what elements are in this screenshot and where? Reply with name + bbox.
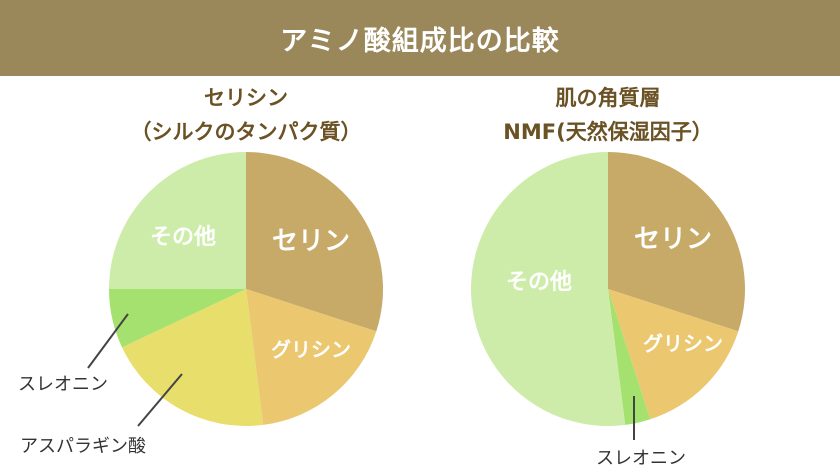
chart-2-label-threonine: スレオニン — [596, 448, 686, 469]
chart-2-title-line-2: NMF(天然保湿因子） — [503, 120, 713, 144]
chart-1-label-threonine: スレオニン — [18, 374, 108, 395]
chart-1-slice-4 — [109, 152, 246, 289]
chart-2-title-line-1: 肌の角質層 — [555, 86, 661, 110]
chart-1-slice-label-1: グリシン — [271, 338, 351, 362]
chart-1-title-line-1: セリシン — [204, 86, 288, 110]
chart-2-slice-1 — [608, 289, 739, 420]
chart-1-slice-0 — [246, 152, 383, 332]
chart-1-slice-label-4: その他 — [150, 225, 216, 250]
chart-1-slice-3 — [109, 289, 246, 348]
chart-2-slice-0 — [608, 152, 745, 332]
chart-1-title: セリシン （シルクのタンパク質） — [66, 81, 426, 149]
chart-1-slice-1 — [246, 289, 377, 425]
header-banner: アミノ酸組成比の比較 — [0, 0, 840, 76]
chart-1-title-line-2: （シルクのタンパク質） — [130, 120, 362, 144]
chart-1-leader-line-2 — [137, 373, 183, 427]
chart-2-title: 肌の角質層 NMF(天然保湿因子） — [428, 81, 788, 149]
chart-2-slice-label-0: セリン — [634, 225, 712, 255]
chart-2-slice-label-1: グリシン — [643, 332, 723, 356]
chart-1-slice-2 — [122, 289, 264, 426]
chart-1-label-aspartic-acid: アスパラギン酸 — [20, 436, 146, 457]
chart-1-slice-label-0: セリン — [272, 227, 350, 257]
chart-1-leader-line-3 — [87, 313, 129, 369]
chart-2-slice-label-3: その他 — [506, 270, 572, 295]
chart-2-slice-2 — [608, 289, 651, 425]
chart-2-slice-3 — [470, 152, 626, 426]
page-title: アミノ酸組成比の比較 — [280, 25, 560, 57]
